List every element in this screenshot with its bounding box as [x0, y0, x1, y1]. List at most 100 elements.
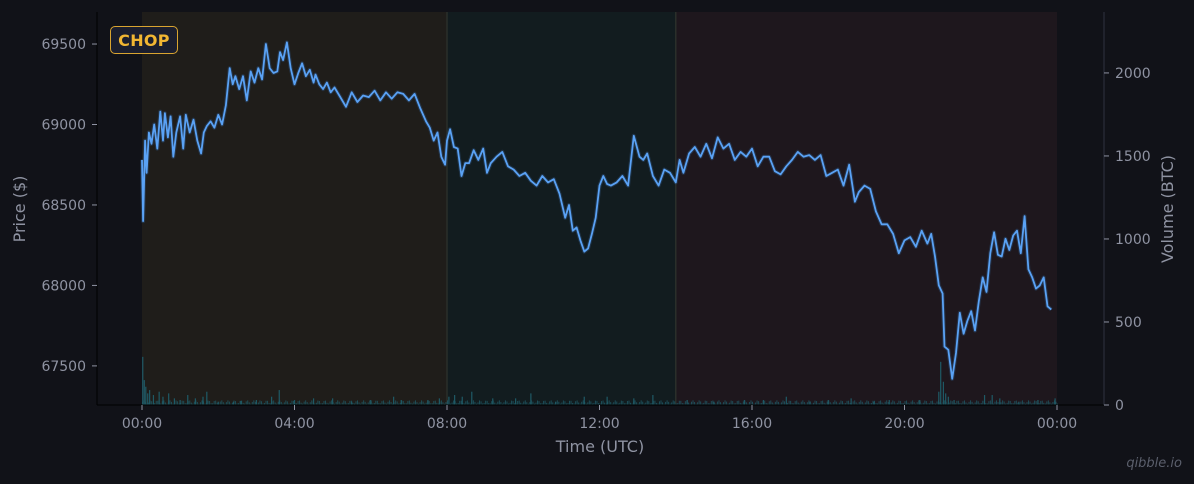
volume-bar [765, 402, 767, 405]
volume-bar [271, 401, 273, 405]
volume-bar [302, 403, 304, 405]
volume-bar [212, 403, 214, 405]
volume-bar [957, 400, 959, 405]
volume-bar [683, 403, 685, 405]
volume-bar [785, 396, 787, 405]
volume-bar [190, 402, 192, 405]
volume-bar [666, 400, 668, 405]
volume-bar [982, 400, 984, 405]
volume-bar [393, 396, 395, 405]
volume-bar [761, 403, 763, 405]
volume-bar [437, 403, 439, 405]
volume-bar [570, 400, 572, 405]
volume-bar [715, 403, 717, 405]
volume-bar [300, 402, 302, 405]
volume-bar [895, 403, 897, 405]
volume-bar [639, 402, 641, 405]
region-1 [142, 12, 447, 405]
volume-bar [1017, 402, 1019, 405]
volume-bar [367, 402, 369, 405]
volume-bar [657, 403, 659, 405]
volume-bar [407, 401, 409, 405]
volume-bar [608, 400, 610, 405]
volume-bar [456, 403, 458, 405]
volume-bar [1031, 403, 1033, 405]
volume-bar [776, 400, 778, 405]
volume-bar [884, 401, 886, 405]
volume-bar [959, 402, 961, 405]
volume-bar [235, 401, 237, 405]
volume-bar [951, 401, 953, 405]
volume-bar [422, 401, 424, 405]
volume-bar [963, 400, 965, 405]
volume-bar [854, 400, 856, 405]
volume-bar [393, 402, 395, 405]
volume-bar [994, 401, 996, 405]
volume-bar [576, 400, 578, 405]
volume-bar [1000, 402, 1002, 405]
volume-bar [450, 403, 452, 405]
volume-bars [142, 356, 1058, 405]
volume-bar [149, 400, 151, 405]
volume-bar [834, 400, 836, 405]
session-regions [142, 12, 1057, 405]
volume-bar [535, 402, 537, 405]
volume-bar [652, 400, 654, 405]
volume-bar [616, 401, 618, 405]
volume-bar [355, 401, 357, 405]
volume-bar [297, 401, 299, 405]
volume-bar [741, 403, 743, 405]
volume-bar [167, 401, 169, 405]
volume-bar [520, 402, 522, 405]
volume-bar [733, 403, 735, 405]
volume-bar [996, 400, 997, 405]
volume-bar [758, 401, 760, 405]
volume-bar [311, 400, 313, 405]
volume-bar [784, 401, 786, 405]
volume-bar [541, 403, 543, 405]
volume-bar [552, 402, 554, 405]
volume-bar [338, 401, 340, 405]
volume-bar [558, 401, 560, 405]
volume-bar [848, 400, 850, 405]
volume-bar [967, 403, 969, 405]
volume-bar [1049, 402, 1051, 405]
volume-bar [213, 401, 215, 405]
volume-bar [835, 401, 837, 405]
volume-bar [411, 403, 413, 405]
time-tick-label: 08:00 [427, 416, 467, 432]
volume-bar [155, 400, 157, 405]
volume-bar [314, 403, 316, 405]
volume-bar [986, 403, 988, 405]
volume-bar [590, 401, 592, 405]
volume-bar [1029, 401, 1031, 405]
volume-bar [148, 402, 150, 405]
volume-bar [922, 402, 924, 405]
volume-bar [944, 400, 946, 405]
volume-bar [550, 400, 552, 405]
volume-bar [825, 403, 827, 405]
volume-bar [953, 400, 955, 405]
volume-bar [149, 390, 151, 405]
volume-bar [360, 403, 362, 405]
volume-bar [1006, 402, 1008, 405]
volume-bar [678, 400, 680, 405]
volume-bar [817, 403, 819, 405]
volume-bar [511, 400, 513, 405]
volume-bar [396, 401, 398, 405]
volume-bar [941, 403, 943, 405]
volume-bar [321, 403, 323, 405]
volume-bar [518, 400, 520, 405]
volume-bar [471, 391, 473, 405]
volume-bar [974, 402, 976, 405]
volume-bar [193, 401, 195, 405]
volume-bar [201, 400, 203, 405]
volume-bar [344, 401, 346, 405]
volume-bar [1034, 400, 1036, 405]
volume-bar [424, 403, 426, 405]
volume-bar [867, 401, 869, 405]
volume-bar [189, 400, 191, 405]
volume-bar [643, 403, 645, 405]
volume-bar [207, 400, 209, 405]
volume-bar [553, 403, 555, 405]
